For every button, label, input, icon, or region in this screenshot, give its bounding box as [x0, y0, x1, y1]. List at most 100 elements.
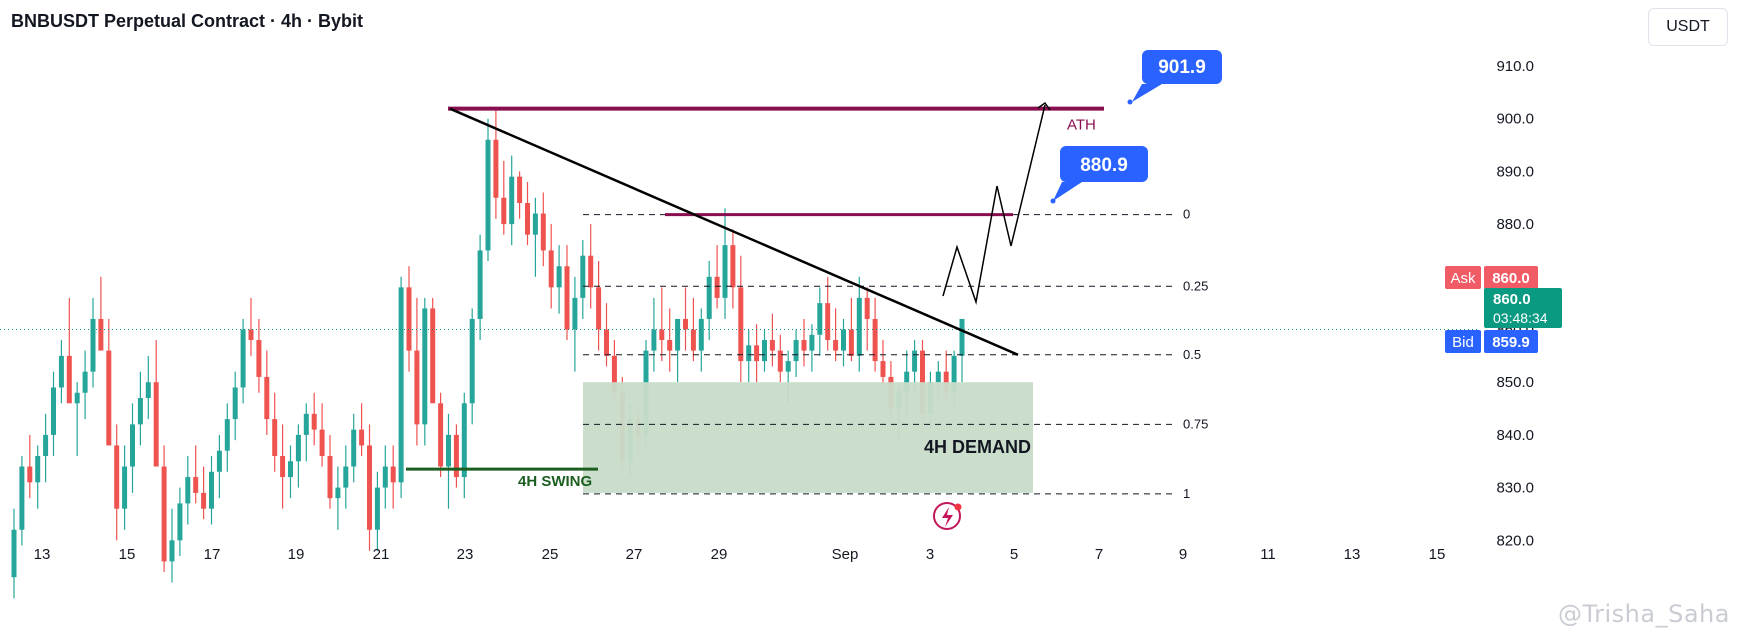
candle-body: [319, 429, 325, 456]
fib-level-label: 0.5: [1183, 347, 1201, 362]
candle-body: [706, 276, 712, 319]
candle-body: [564, 266, 570, 330]
trendline: [449, 107, 1019, 356]
candle-body: [272, 419, 278, 456]
candle-body: [66, 355, 72, 404]
candle-body: [532, 213, 538, 235]
price-axis-tick: 910.0: [1496, 58, 1534, 75]
time-axis-tick: 15: [119, 546, 136, 563]
candle-body: [256, 340, 262, 377]
time-axis-tick: 3: [926, 546, 934, 563]
candle-body: [856, 297, 862, 356]
ask-label: Ask: [1450, 270, 1476, 287]
candle-body: [122, 466, 128, 509]
candle-body: [295, 434, 301, 462]
candle-body: [406, 287, 412, 351]
time-axis-tick: 13: [34, 546, 51, 563]
price-axis-tick: 900.0: [1496, 111, 1534, 128]
candle-body: [19, 466, 25, 530]
candle-body: [722, 245, 728, 298]
candle-body: [485, 139, 491, 251]
candle-body: [872, 318, 878, 362]
last-price-tag: [1484, 288, 1562, 328]
candle-body: [359, 429, 365, 446]
bid-price-tag: [1484, 330, 1538, 353]
candle-body: [382, 466, 388, 488]
ask-label-tag: [1445, 266, 1481, 289]
candle-body: [841, 329, 846, 351]
candle-body: [864, 297, 870, 319]
candle-body: [11, 529, 17, 578]
bid-price: 859.9: [1492, 334, 1530, 351]
candle-body: [698, 318, 704, 351]
fib-level-label: 1: [1183, 486, 1190, 501]
candle-body: [848, 329, 854, 356]
target-label-2: 901.9: [1158, 57, 1206, 78]
target-point-2: [1127, 99, 1133, 105]
target-label-1: 880.9: [1080, 155, 1128, 176]
target-callout-2: [1132, 50, 1222, 102]
candle-body: [604, 329, 609, 356]
candle-body: [517, 176, 523, 204]
axes-layer: 910.0900.0890.0880.0870.0860.0850.0840.0…: [34, 58, 1562, 563]
candle-body: [27, 466, 33, 483]
candle-body: [596, 287, 602, 330]
candle-body: [288, 461, 293, 478]
candle-body: [327, 455, 333, 499]
candle-body: [548, 250, 554, 288]
ask-price-tag: [1484, 266, 1538, 289]
candle-body: [651, 329, 657, 351]
candle-body: [35, 455, 41, 483]
notification-dot-icon: [954, 503, 962, 511]
candle-body: [667, 340, 673, 351]
candle-body: [161, 466, 167, 562]
projection-arrowhead: [1037, 101, 1051, 111]
candle-body: [738, 287, 744, 362]
candle-body: [43, 434, 49, 456]
candle-body: [311, 413, 317, 430]
price-axis-tick: 890.0: [1496, 163, 1534, 180]
fib-level-label: 0: [1183, 207, 1190, 222]
candle-body: [177, 503, 183, 541]
candle-body: [588, 255, 594, 288]
candle-body: [169, 540, 175, 562]
time-axis-tick: 19: [288, 546, 305, 563]
candle-body: [303, 413, 309, 435]
candle-body: [51, 387, 56, 435]
currency-button[interactable]: USDT: [1648, 8, 1728, 46]
candle-body: [762, 340, 767, 362]
candle-body: [580, 255, 586, 298]
candle-body: [185, 477, 191, 504]
candle-body: [659, 329, 665, 341]
bid-label: Bid: [1452, 334, 1474, 351]
price-axis-tick: 850.0: [1496, 374, 1534, 391]
swing-label: 4H SWING: [518, 473, 592, 490]
candle-body: [351, 429, 357, 467]
projection-path: [942, 104, 1046, 305]
candle-body: [683, 318, 688, 330]
candle-body: [880, 361, 886, 377]
candle-body: [145, 382, 151, 399]
candle-body: [74, 392, 80, 404]
price-axis-tick: 830.0: [1496, 480, 1534, 497]
candle-body: [801, 340, 807, 351]
target-callout-1: [1053, 146, 1148, 201]
time-axis-tick: 15: [1429, 546, 1446, 563]
candle-body: [572, 297, 578, 330]
candle-body: [912, 350, 918, 372]
candle-body: [509, 176, 515, 225]
lightning-icon: [933, 502, 961, 530]
watermark: @Trisha_Saha: [1558, 600, 1730, 628]
ath-label: ATH: [1067, 117, 1096, 134]
candle-body: [114, 445, 120, 509]
candle-body: [446, 434, 451, 467]
candle-body: [264, 376, 270, 420]
candle-body: [367, 445, 372, 530]
candle-body: [98, 318, 104, 351]
lightning-bolt-icon: [942, 507, 953, 527]
candle-body: [240, 329, 246, 388]
candle-body: [714, 276, 720, 298]
candle-body: [58, 355, 64, 388]
candle-body: [224, 419, 230, 451]
